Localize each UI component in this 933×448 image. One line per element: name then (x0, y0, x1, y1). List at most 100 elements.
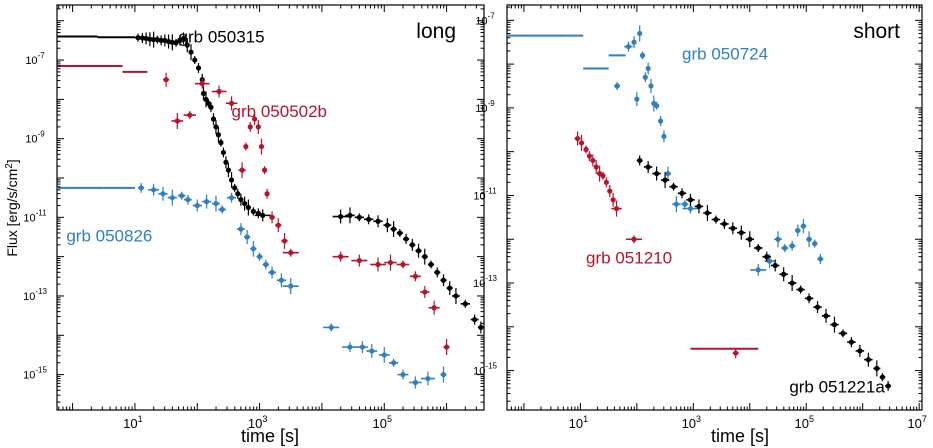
point-grb-050315 (452, 287, 460, 304)
point-grb-050826 (366, 344, 378, 359)
y-tick-label: 10-13 (473, 274, 497, 290)
x-axis-label-short: time [s] (711, 426, 769, 446)
point-grb-050724 (817, 253, 824, 264)
panel-title-short: short (853, 20, 900, 43)
point-grb-050826 (184, 194, 192, 205)
point-grb-050315 (225, 163, 232, 178)
y-tick-label: 10-15 (473, 362, 497, 378)
point-grb-051221a (813, 301, 822, 314)
x-tick-label: 107 (907, 414, 926, 431)
point-grb-050826 (218, 205, 227, 214)
point-grb-051221a (787, 275, 797, 292)
y-axis-label: Flux [erg/s/cm2] (4, 159, 21, 256)
series-labels-short: grb 050724 grb 051210 grb 051221a (586, 45, 885, 397)
y-tick-label: 10-13 (23, 287, 47, 303)
point-grb-051221a (754, 244, 763, 252)
point-grb-050315 (192, 56, 198, 65)
point-grb-051210 (611, 200, 622, 217)
point-grb-051221a (847, 337, 856, 348)
point-grb-051210 (600, 171, 606, 180)
point-grb-050826 (148, 183, 160, 196)
point-grb-050315 (195, 62, 202, 73)
point-grb-051221a (737, 225, 746, 240)
point-grb-050502b (420, 286, 430, 299)
point-grb-050826 (256, 252, 263, 261)
point-grb-050315 (250, 207, 256, 216)
point-grb-050502b (264, 188, 270, 199)
point-grb-050315 (470, 314, 479, 325)
point-grb-050826 (268, 266, 276, 279)
point-grb-050315 (223, 156, 229, 169)
point-grb-051221a (652, 166, 661, 181)
point-grb-051221a (779, 267, 788, 282)
point-grb-050502b (282, 248, 299, 257)
point-grb-050315 (184, 38, 190, 53)
point-grb-050826 (158, 186, 168, 201)
point-grb-050502b (247, 121, 253, 132)
x-tick-label: 103 (682, 414, 701, 431)
point-grb-050315 (139, 33, 145, 44)
point-grb-050315 (354, 213, 365, 222)
point-grb-050724 (637, 25, 643, 42)
series-label-grb-050724: grb 050724 (682, 45, 768, 64)
point-grb-050315 (254, 209, 271, 222)
point-grb-051210 (732, 348, 739, 359)
point-grb-051221a (838, 329, 848, 338)
y-tick-label: 10-9 (25, 130, 45, 146)
point-grb-050315 (173, 38, 179, 47)
point-grb-050724 (664, 166, 672, 181)
point-grb-050502b (396, 260, 410, 269)
point-grb-051210 (583, 145, 589, 154)
point-grb-050826 (236, 223, 245, 236)
point-grb-051221a (636, 155, 643, 166)
point-grb-050502b (275, 218, 282, 233)
point-grb-051221a (643, 161, 653, 173)
point-grb-050502b (281, 232, 288, 249)
point-grb-050502b (384, 254, 397, 271)
y-tick-label: 10-11 (23, 208, 47, 224)
point-grb-050826 (440, 366, 447, 383)
axis-ticks-short: 101 103 105 107 10-7 10-9 10-11 10-13 10-15 (473, 5, 927, 431)
point-grb-050315 (383, 218, 392, 233)
point-grb-051210 (593, 160, 599, 174)
panel-long: 101 103 105 10-7 10-9 10-11 10-13 10-15 long ti… (4, 4, 485, 446)
point-grb-050502b (243, 142, 249, 151)
point-grb-051210 (596, 165, 603, 182)
x-axis-label-long: time [s] (241, 426, 299, 446)
point-grb-050315 (421, 248, 428, 265)
point-grb-051221a (864, 352, 873, 367)
point-grb-050315 (434, 267, 441, 278)
point-grb-051221a (711, 215, 721, 224)
plot-frame-long (56, 4, 485, 411)
point-grb-050315 (477, 321, 484, 334)
point-grb-050724 (648, 79, 654, 93)
point-grb-050315 (210, 113, 217, 126)
point-grb-050724 (645, 62, 651, 75)
point-grb-050315 (220, 147, 227, 158)
point-grb-050502b (351, 254, 368, 267)
point-grb-050724 (624, 41, 633, 52)
series-label-grb-051210: grb 051210 (586, 248, 672, 267)
point-grb-051210 (603, 177, 609, 188)
y-tick-label: 10-7 (25, 51, 45, 67)
x-tick-label: 103 (248, 414, 267, 431)
point-grb-050826 (212, 195, 220, 212)
point-grb-050315 (200, 86, 207, 101)
point-grb-051221a (855, 344, 865, 357)
point-grb-051221a (879, 373, 886, 382)
point-grb-051210 (586, 151, 593, 162)
point-grb-051221a (821, 308, 831, 323)
point-grb-050724 (631, 36, 637, 49)
point-grb-050315 (396, 229, 403, 238)
point-grb-050724 (774, 231, 782, 248)
point-grb-051221a (677, 188, 687, 199)
point-grb-050826 (388, 358, 399, 367)
point-grb-050826 (420, 371, 435, 386)
point-grb-050724 (681, 200, 689, 209)
point-grb-050315 (460, 299, 470, 308)
point-grb-051221a (873, 360, 881, 377)
point-grb-051221a (762, 251, 771, 262)
point-grb-050826 (177, 191, 186, 200)
point-grb-050826 (250, 240, 257, 257)
